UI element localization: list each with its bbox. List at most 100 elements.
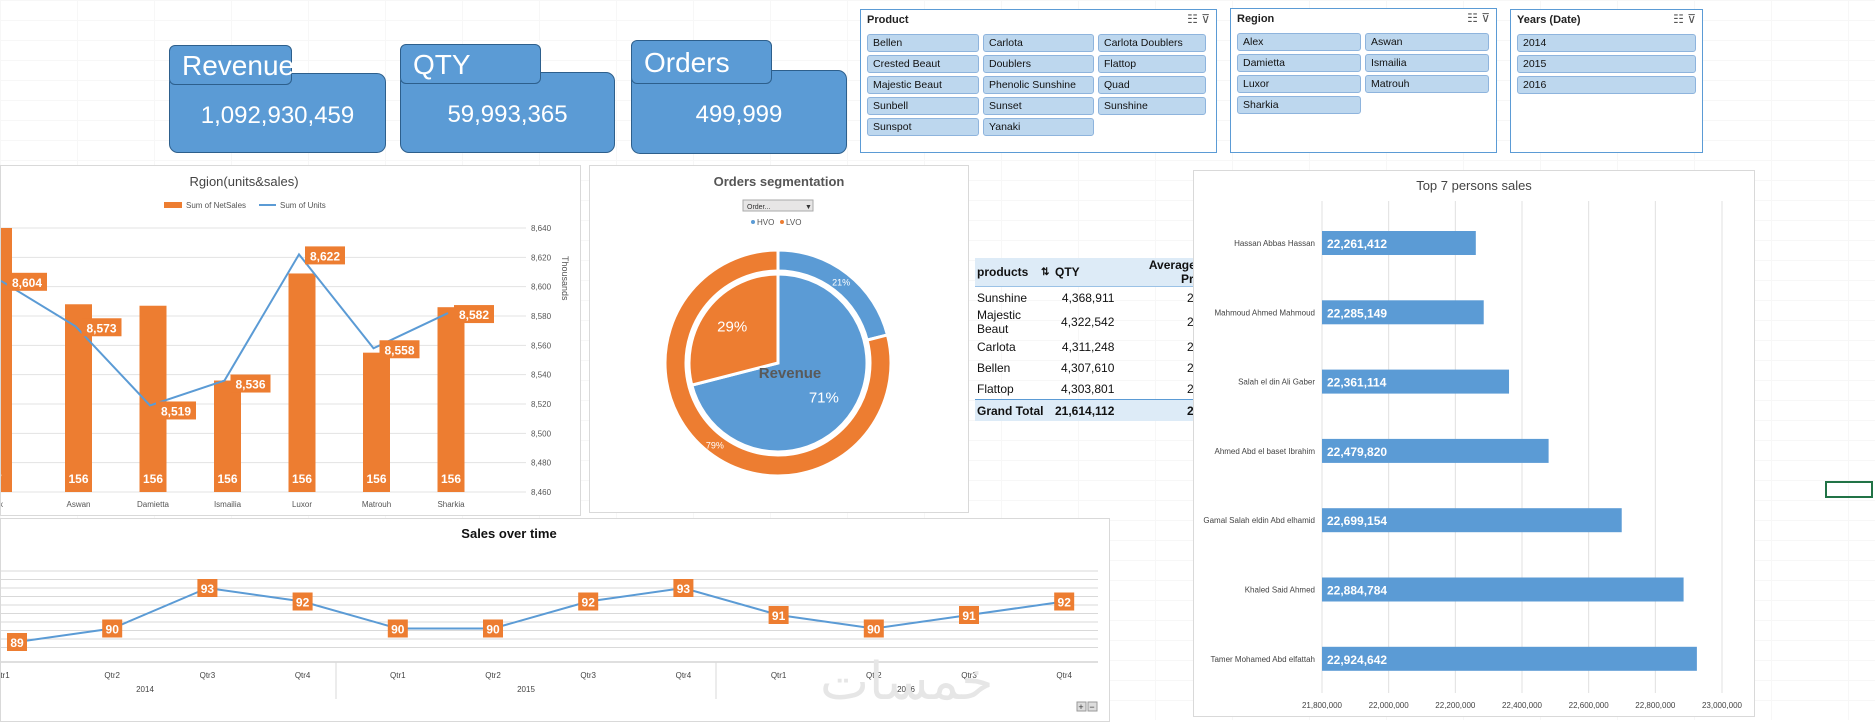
bar-label: 156 bbox=[441, 472, 461, 486]
slicer-item-product[interactable]: Sunbell bbox=[867, 97, 979, 115]
y-tick-label: 8,600 bbox=[531, 283, 552, 292]
slicer-item-product[interactable]: Crested Beaut bbox=[867, 55, 979, 73]
data-label-box bbox=[387, 619, 408, 638]
pivot-cell-product: Carlota bbox=[977, 339, 1016, 354]
slicer-item-product[interactable]: Phenolic Sunshine bbox=[983, 76, 1094, 94]
data-label-box bbox=[768, 606, 789, 624]
data-label-box bbox=[959, 606, 979, 624]
data-label: 8,536 bbox=[235, 378, 265, 392]
slicer-item-product[interactable]: Sunspot bbox=[867, 118, 979, 136]
pivot-cell-product: Majestic Beaut bbox=[977, 308, 1022, 336]
data-label: 93 bbox=[201, 582, 215, 596]
data-label-box bbox=[863, 619, 884, 638]
pivot-total-qty: 21,614,112 bbox=[1053, 399, 1117, 421]
chart-title: Rgion(units&sales) bbox=[189, 174, 298, 189]
bar bbox=[1322, 577, 1684, 602]
slicer-item-product[interactable]: Bellen bbox=[867, 34, 979, 52]
pivot-total-row: Grand Total 21,614,112 23.8 bbox=[975, 399, 1213, 421]
x-tick-label: tr1 bbox=[1, 671, 10, 680]
top-persons-chart: Top 7 persons sales 21,800,000 22,000,000 2… bbox=[1203, 178, 1742, 710]
data-label: 8,604 bbox=[12, 276, 42, 290]
multi-select-icon[interactable]: ☷ bbox=[1673, 12, 1684, 26]
slicer-item-region[interactable]: Sharkia bbox=[1237, 96, 1361, 114]
y-tick-label: 8,540 bbox=[531, 371, 552, 380]
x-tick-label: Qtr4 bbox=[676, 671, 692, 680]
product-slicer-title: Product bbox=[867, 14, 909, 26]
sales-line bbox=[16, 586, 1065, 643]
sort-filter-icon[interactable]: ⇅ bbox=[1039, 258, 1053, 287]
line-units bbox=[0, 252, 449, 407]
x-tick-label: 21,800,000 bbox=[1302, 701, 1343, 710]
sales-time-panel: Sales over time 89 90 93 92 90 90 92 93 91 90 91 92 t… bbox=[0, 518, 1110, 722]
clear-filter-icon[interactable]: ⊽ bbox=[1201, 12, 1210, 26]
bar-label: 22,699,154 bbox=[1327, 514, 1387, 528]
data-label-box bbox=[102, 619, 123, 638]
outer-slice-lvo bbox=[663, 248, 893, 478]
data-label: 8,573 bbox=[86, 321, 116, 335]
bar-label: 156 bbox=[143, 472, 163, 486]
slicer-item-product[interactable]: Majestic Beaut bbox=[867, 76, 979, 94]
slicer-item-product[interactable]: Doublers bbox=[983, 55, 1094, 73]
legend-swatch-netsales bbox=[164, 202, 182, 208]
slicer-item-product[interactable]: Quad bbox=[1098, 76, 1206, 94]
slicer-item-product[interactable]: Flattop bbox=[1098, 55, 1206, 73]
filter-dropdown bbox=[742, 199, 814, 212]
clear-filter-icon[interactable]: ⊽ bbox=[1687, 12, 1696, 26]
pivot-cell-qty: 4,307,610 bbox=[1061, 360, 1115, 375]
bar-label: 22,361,114 bbox=[1327, 376, 1387, 390]
multi-select-icon[interactable]: ☷ bbox=[1187, 12, 1198, 26]
slicer-item-region[interactable]: Alex bbox=[1237, 33, 1361, 51]
x-tick-label: Aswan bbox=[66, 500, 90, 509]
bar-label: 22,285,149 bbox=[1327, 306, 1387, 320]
clear-filter-icon[interactable]: ⊽ bbox=[1481, 11, 1490, 25]
data-label-box bbox=[156, 401, 196, 420]
slicer-item-years[interactable]: 2015 bbox=[1517, 55, 1696, 73]
data-label: 90 bbox=[486, 623, 500, 637]
slicer-item-region[interactable]: Matrouh bbox=[1365, 75, 1489, 93]
x-tick-label: Qtr2 bbox=[104, 671, 120, 680]
x-tick-label: Qtr3 bbox=[580, 671, 596, 680]
segmentation-chart-panel: Orders segmentation Order... ▼ HVO LVO 21% 79%… bbox=[589, 165, 969, 513]
y-tick-label: 8,640 bbox=[531, 224, 552, 233]
y-tick-label: 8,520 bbox=[531, 400, 552, 409]
pivot-cell-product: Bellen bbox=[977, 360, 1011, 375]
x-tick-label: Qtr1 bbox=[390, 671, 406, 680]
data-label: 89 bbox=[10, 636, 24, 650]
y-tick-label: 8,580 bbox=[531, 312, 552, 321]
slicer-item-region[interactable]: Aswan bbox=[1365, 33, 1489, 51]
year-label: 2015 bbox=[517, 685, 535, 694]
chart-title: Top 7 persons sales bbox=[1416, 178, 1532, 193]
y-tick-label: Hassan Abbas Hassan bbox=[1234, 239, 1315, 248]
filter-dropdown-label: Order... bbox=[747, 204, 770, 211]
slicer-item-region[interactable]: Damietta bbox=[1237, 54, 1361, 72]
data-label-box bbox=[7, 633, 27, 651]
pivot-cell-product: Flattop bbox=[977, 381, 1014, 396]
slicer-item-years[interactable]: 2014 bbox=[1517, 34, 1696, 52]
data-label: 8,558 bbox=[384, 343, 414, 357]
data-label: 8,582 bbox=[459, 308, 489, 322]
slicer-item-product[interactable]: Yanaki bbox=[983, 118, 1094, 136]
data-label: 92 bbox=[1058, 596, 1072, 610]
year-label: 2016 bbox=[897, 685, 915, 694]
x-tick-label: Qtr3 bbox=[961, 671, 977, 680]
slicer-item-years[interactable]: 2016 bbox=[1517, 76, 1696, 94]
y-tick-label: 8,480 bbox=[531, 459, 552, 468]
bar-label: 22,924,642 bbox=[1327, 653, 1387, 667]
region-slicer: Region ☷ ⊽ Alex Aswan Damietta Ismailia Luxo… bbox=[1230, 8, 1497, 153]
chart-title: Sales over time bbox=[461, 526, 556, 541]
slicer-item-product[interactable]: Sunset bbox=[983, 97, 1094, 115]
slicer-item-product[interactable]: Carlota Doublers bbox=[1098, 34, 1206, 52]
region-chart: Rgion(units&sales) Sum of NetSales Sum of … bbox=[0, 174, 570, 509]
data-label-box bbox=[305, 246, 345, 265]
collapse-icon-glyph: − bbox=[1089, 702, 1094, 712]
expand-icon-glyph: + bbox=[1078, 702, 1083, 712]
pivot-header-products[interactable]: products bbox=[975, 258, 1039, 287]
slicer-item-region[interactable]: Luxor bbox=[1237, 75, 1361, 93]
selected-cell[interactable] bbox=[1825, 481, 1873, 498]
slicer-item-product[interactable]: Carlota bbox=[983, 34, 1094, 52]
chart-title: Orders segmentation bbox=[714, 174, 845, 189]
x-tick-label: Qtr4 bbox=[295, 671, 311, 680]
multi-select-icon[interactable]: ☷ bbox=[1467, 11, 1478, 25]
slicer-item-region[interactable]: Ismailia bbox=[1365, 54, 1489, 72]
slicer-item-product[interactable]: Sunshine bbox=[1098, 97, 1206, 115]
